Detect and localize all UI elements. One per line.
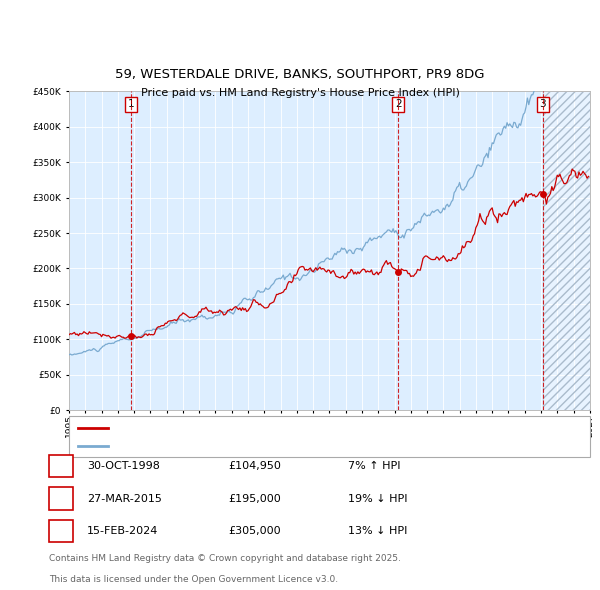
- Text: 19% ↓ HPI: 19% ↓ HPI: [348, 494, 407, 503]
- Text: 30-OCT-1998: 30-OCT-1998: [87, 461, 160, 471]
- Text: 3: 3: [539, 100, 546, 109]
- Text: 27-MAR-2015: 27-MAR-2015: [87, 494, 162, 503]
- Text: Price paid vs. HM Land Registry's House Price Index (HPI): Price paid vs. HM Land Registry's House …: [140, 88, 460, 99]
- Text: £305,000: £305,000: [228, 526, 281, 536]
- Text: This data is licensed under the Open Government Licence v3.0.: This data is licensed under the Open Gov…: [49, 575, 338, 584]
- Text: 3: 3: [58, 526, 65, 536]
- Text: 15-FEB-2024: 15-FEB-2024: [87, 526, 158, 536]
- Text: HPI: Average price, detached house, West Lancashire: HPI: Average price, detached house, West…: [114, 441, 375, 451]
- Text: 13% ↓ HPI: 13% ↓ HPI: [348, 526, 407, 536]
- Text: 2: 2: [58, 494, 65, 503]
- Text: 2: 2: [395, 100, 401, 109]
- Text: 1: 1: [58, 461, 65, 471]
- Bar: [543, 91, 590, 410]
- Text: Contains HM Land Registry data © Crown copyright and database right 2025.: Contains HM Land Registry data © Crown c…: [49, 555, 401, 563]
- Text: 59, WESTERDALE DRIVE, BANKS, SOUTHPORT, PR9 8DG (detached house): 59, WESTERDALE DRIVE, BANKS, SOUTHPORT, …: [114, 422, 476, 432]
- Text: £104,950: £104,950: [228, 461, 281, 471]
- Text: 59, WESTERDALE DRIVE, BANKS, SOUTHPORT, PR9 8DG: 59, WESTERDALE DRIVE, BANKS, SOUTHPORT, …: [115, 68, 485, 81]
- Text: 7% ↑ HPI: 7% ↑ HPI: [348, 461, 401, 471]
- Bar: [543, 91, 590, 410]
- Text: 1: 1: [128, 100, 134, 109]
- Text: £195,000: £195,000: [228, 494, 281, 503]
